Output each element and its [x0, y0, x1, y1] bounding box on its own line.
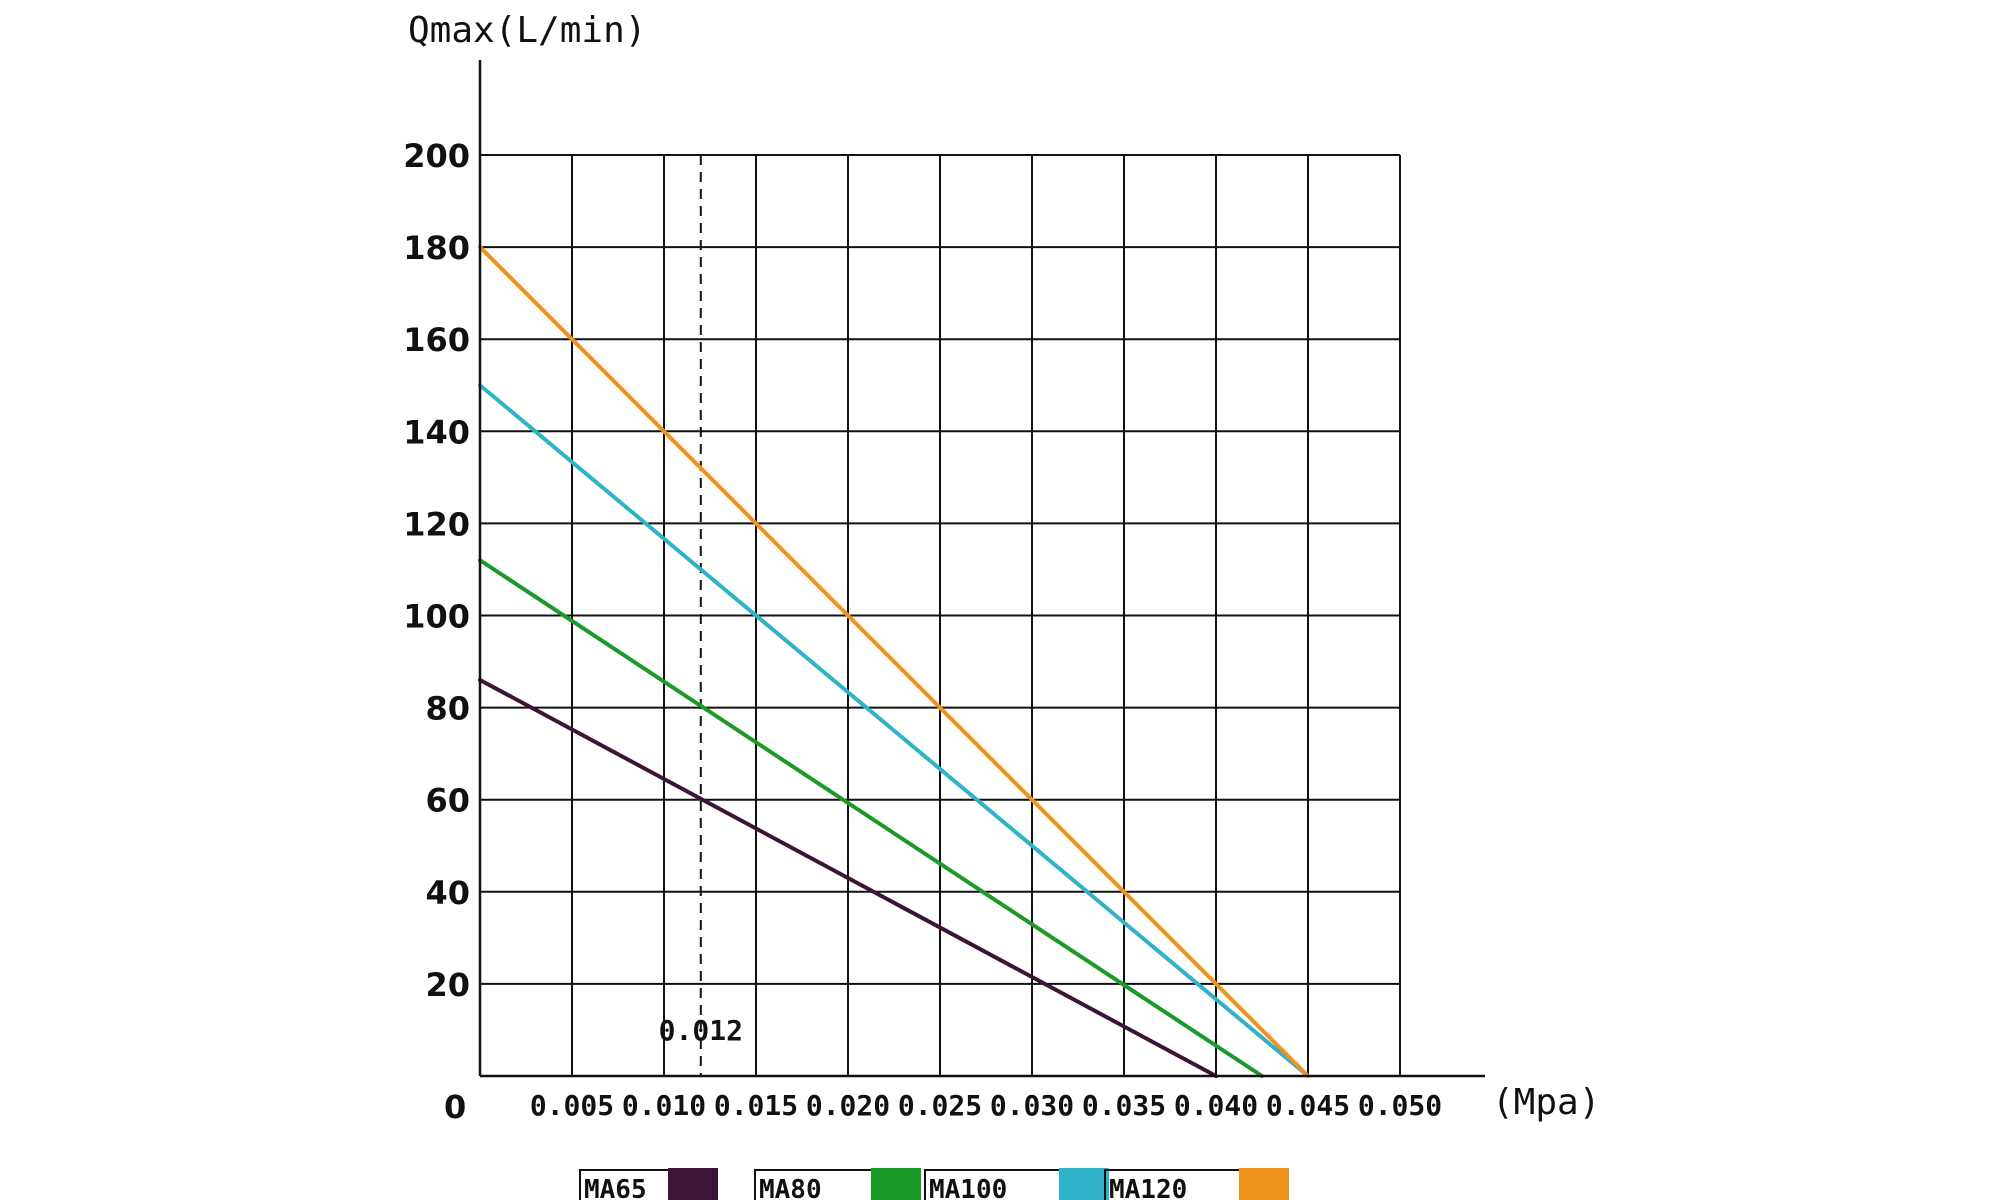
legend-label: MA80 — [759, 1175, 822, 1200]
x-tick-label: 0.040 — [1174, 1089, 1258, 1122]
series-line-ma80 — [478, 558, 1264, 1078]
x-tick-label: 0.015 — [714, 1089, 798, 1122]
origin-label: 0 — [444, 1088, 466, 1126]
legend-swatch — [1059, 1168, 1109, 1200]
legend-item-ma120: MA120 — [1104, 1168, 1289, 1200]
y-tick-label: 200 — [403, 137, 470, 175]
y-tick-label: 120 — [403, 505, 470, 543]
legend-item-ma65: MA65 — [579, 1168, 718, 1200]
legend-swatch — [871, 1168, 921, 1200]
axes — [478, 60, 1485, 1078]
series-line-ma120 — [478, 245, 1310, 1078]
y-tick-labels: 20 40 60 80 100 120 140 160 180 200 — [403, 137, 470, 1004]
x-tick-label: 0.020 — [806, 1089, 890, 1122]
legend-label: MA100 — [929, 1175, 1007, 1200]
legend-item-ma80: MA80 — [754, 1168, 921, 1200]
y-tick-label: 20 — [425, 966, 470, 1004]
x-axis-title: (Mpa) — [1492, 1082, 1600, 1123]
y-tick-label: 100 — [403, 598, 470, 636]
y-tick-label: 60 — [425, 782, 470, 820]
x-tick-label: 0.050 — [1358, 1089, 1442, 1122]
x-tick-label: 0.035 — [1082, 1089, 1166, 1122]
grid — [480, 154, 1401, 1076]
legend: MA65 MA80 MA100 MA120 — [579, 1168, 1289, 1200]
legend-item-ma100: MA100 — [924, 1168, 1109, 1200]
x-tick-labels: 0.005 0.010 0.015 0.020 0.025 0.030 0.035 0.040… — [530, 1089, 1442, 1122]
x-tick-label: 0.005 — [530, 1089, 614, 1122]
y-axis-title: Qmax(L/min) — [408, 10, 646, 51]
annotations: 0.012 — [659, 1014, 743, 1047]
y-tick-label: 80 — [425, 690, 470, 728]
y-tick-label: 180 — [403, 229, 470, 267]
x-tick-label: 0.025 — [898, 1089, 982, 1122]
series-lines — [478, 245, 1310, 1078]
y-tick-label: 40 — [425, 874, 470, 912]
series-line-ma100 — [478, 383, 1310, 1078]
y-tick-label: 140 — [403, 413, 470, 451]
reference-label: 0.012 — [659, 1014, 743, 1047]
series-line-ma65 — [478, 677, 1218, 1078]
x-tick-label: 0.030 — [990, 1089, 1074, 1122]
legend-label: MA120 — [1109, 1175, 1187, 1200]
x-tick-label: 0.045 — [1266, 1089, 1350, 1122]
legend-swatch — [1239, 1168, 1289, 1200]
x-tick-label: 0.010 — [622, 1089, 706, 1122]
legend-label: MA65 — [584, 1175, 647, 1200]
legend-swatch — [668, 1168, 718, 1200]
y-tick-label: 160 — [403, 321, 470, 359]
